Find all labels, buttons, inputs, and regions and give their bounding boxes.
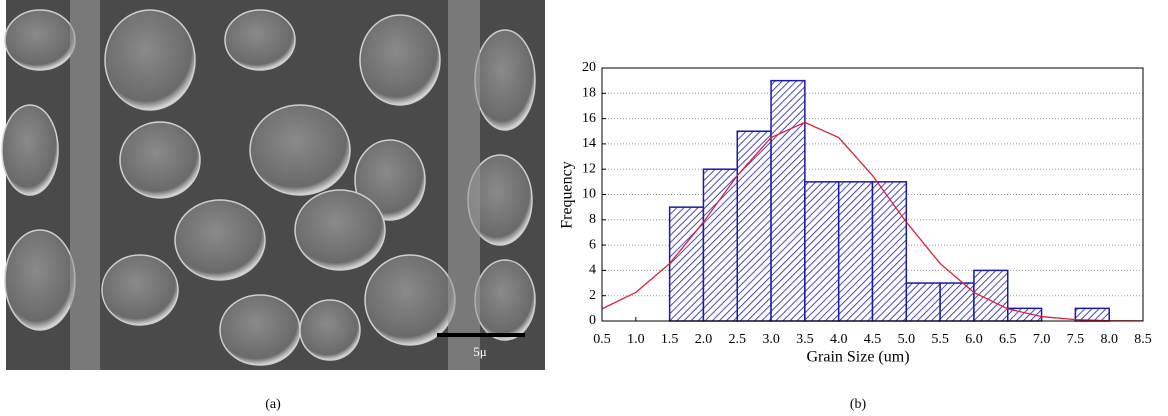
y-tick-label: 12 (582, 161, 596, 176)
figure: 5μ (a) (b) Frequency Grain Size (um) 0 2 4… (0, 0, 1168, 416)
x-tick-label: 7.5 (1067, 332, 1085, 347)
bar (906, 283, 940, 321)
x-tick-label: 3.0 (762, 332, 780, 347)
x-tick-label: 2.0 (695, 332, 713, 347)
bar (670, 207, 704, 321)
y-tick-label: 6 (589, 237, 596, 252)
scale-bar (437, 333, 525, 337)
x-tick-label: 8.5 (1134, 332, 1152, 347)
y-tick-label: 0 (589, 313, 596, 328)
x-tick-label: 4.5 (864, 332, 882, 347)
x-tick-label: 8.0 (1100, 332, 1118, 347)
y-tick-label: 4 (589, 263, 596, 278)
y-tick-label: 14 (582, 136, 596, 151)
panel-label: (b) (850, 397, 867, 412)
x-tick-label: 7.0 (1033, 332, 1051, 347)
y-axis-label: Frequency (559, 161, 576, 229)
panel-label: (a) (265, 397, 281, 412)
x-tick-label: 1.5 (661, 332, 679, 347)
bar (771, 81, 805, 321)
sem-image: 5μ (2, 0, 545, 370)
x-tick-label: 5.0 (898, 332, 916, 347)
bar (737, 131, 771, 321)
y-tick-label: 10 (582, 187, 596, 202)
y-tick-label: 8 (589, 212, 596, 227)
x-tick-label: 3.5 (796, 332, 814, 347)
x-tick-label: 6.0 (965, 332, 983, 347)
y-tick-label: 20 (582, 60, 596, 75)
bar (839, 182, 873, 321)
scale-bar-label: 5μ (473, 344, 487, 359)
x-tick-label: 6.5 (999, 332, 1017, 347)
x-tick-label: 1.0 (627, 332, 645, 347)
x-tick-label: 0.5 (593, 332, 611, 347)
x-tick-label: 2.5 (729, 332, 747, 347)
x-tick-label: 4.0 (830, 332, 848, 347)
y-tick-label: 18 (582, 86, 596, 101)
bar (974, 270, 1008, 321)
bar (1075, 308, 1109, 321)
bar (805, 182, 839, 321)
x-axis-label: Grain Size (um) (806, 349, 909, 366)
bar (703, 169, 737, 321)
y-tick-label: 2 (589, 288, 596, 303)
bar (873, 182, 907, 321)
x-tick-label: 5.5 (931, 332, 949, 347)
y-tick-label: 16 (582, 111, 596, 126)
